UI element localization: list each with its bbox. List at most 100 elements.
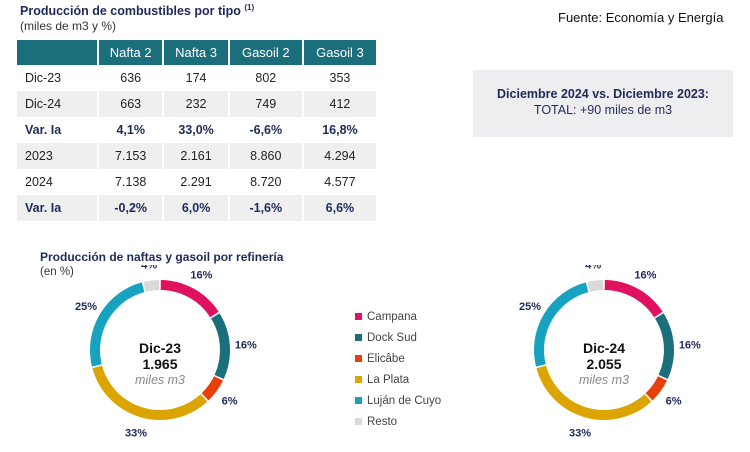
- table-row: 2023 7.153 2.161 8.860 4.294: [17, 143, 376, 169]
- table-row: Dic-24 663 232 749 412: [17, 91, 376, 117]
- legend-label: Luján de Cuyo: [367, 394, 442, 407]
- table-cell: 232: [164, 91, 228, 117]
- donut-segment-elic-be: [201, 376, 223, 401]
- summary-total: TOTAL: +90 miles de m3: [533, 103, 673, 117]
- table-cell: 6,0%: [164, 195, 228, 221]
- legend-item: Resto: [355, 411, 441, 432]
- data-label: 6%: [222, 396, 238, 408]
- table-cell: 636: [120, 71, 142, 85]
- table-cell: 353: [329, 71, 351, 85]
- table-cell: 16,8%: [322, 123, 358, 137]
- data-label: 25%: [75, 301, 97, 313]
- data-label: 4%: [585, 265, 601, 272]
- legend-item: Luján de Cuyo: [355, 390, 441, 411]
- donut-segment-la-plata: [92, 365, 208, 420]
- table-cell: 4.577: [324, 175, 356, 189]
- legend-swatch: [355, 397, 362, 404]
- legend-label: Campana: [367, 310, 417, 323]
- legend-label: Elicâbe: [367, 352, 405, 365]
- title-text: Producción de combustibles por tipo: [20, 4, 241, 19]
- data-label: 16%: [679, 340, 701, 352]
- data-label: 25%: [519, 301, 541, 313]
- table-cell: 8.860: [229, 143, 302, 169]
- summary-box: Diciembre 2024 vs. Diciembre 2023: TOTAL…: [473, 70, 733, 137]
- center-label: Dic-23: [138, 340, 182, 356]
- row-label: 2024: [25, 175, 53, 189]
- table-row: 2024 7.138 2.291 8.720 4.577: [17, 169, 376, 195]
- footnote: (1): [244, 3, 255, 12]
- legend-label: Dock Sud: [367, 331, 417, 344]
- donut-segment-la-plata: [536, 365, 652, 420]
- table-cell: 4.294: [303, 143, 376, 169]
- donut-chart-dic-24: 16% 16% 6% 33% 25% 4%: [519, 265, 701, 440]
- row-label: Dic-23: [25, 71, 62, 85]
- legend-swatch: [355, 355, 362, 362]
- data-label: 16%: [634, 270, 656, 282]
- data-label: 4%: [141, 265, 157, 272]
- table-cell: -0,2%: [99, 195, 163, 221]
- summary-heading: Diciembre 2024 vs. Diciembre 2023:: [497, 87, 709, 101]
- legend-swatch: [355, 376, 362, 383]
- column-header: Gasoil 3: [303, 40, 376, 65]
- row-label: Var. Ia: [17, 195, 97, 221]
- donut-center-dic-24: Dic-24 2.055 miles m3: [554, 340, 654, 388]
- column-header: Nafta 2: [99, 40, 163, 65]
- row-label: Var. Ia: [25, 123, 62, 137]
- donut-chart-dic-23: 16% 16% 6% 33% 25% 4%: [75, 265, 257, 440]
- donut-segment-dock-sud: [210, 313, 230, 380]
- fuel-production-table: Nafta 2 Nafta 3 Gasoil 2 Gasoil 3 Dic-23…: [15, 40, 378, 221]
- table-cell: -1,6%: [229, 195, 302, 221]
- center-label: Dic-24: [582, 340, 626, 356]
- table-cell: 7.153: [99, 143, 163, 169]
- donut-segment-campana: [604, 280, 663, 318]
- donut-segment-elic-be: [645, 376, 667, 401]
- chart-title: Producción de naftas y gasoil por refine…: [40, 250, 284, 264]
- legend-item: Dock Sud: [355, 327, 441, 348]
- legend-swatch: [355, 334, 362, 341]
- table-cell: 412: [303, 91, 376, 117]
- table-subtitle: (miles de m3 y %): [20, 19, 117, 33]
- table-cell: 7.138: [115, 175, 147, 189]
- table-cell: 33,0%: [178, 123, 214, 137]
- table-cell: 2.161: [164, 143, 228, 169]
- table-cell: 8.720: [250, 175, 282, 189]
- legend-label: Resto: [367, 415, 398, 428]
- legend-swatch: [355, 418, 362, 425]
- table-row: Dic-23 636 174 802 353: [17, 65, 376, 91]
- data-label: 16%: [190, 270, 212, 282]
- table-cell: 663: [99, 91, 163, 117]
- table-cell: 802: [255, 71, 277, 85]
- column-header: Gasoil 2: [229, 40, 302, 65]
- donut-segment-campana: [160, 280, 219, 318]
- chart-legend: Campana Dock Sud Elicâbe La Plata Luján de C…: [355, 306, 441, 432]
- donut-segment-resto: [143, 280, 160, 292]
- row-label: Dic-24: [17, 91, 97, 117]
- source-note: Fuente: Economía y Energía: [558, 10, 724, 25]
- donut-segment-luj-n-de-cuyo: [90, 282, 145, 367]
- donut-center-dic-23: Dic-23 1.965 miles m3: [110, 340, 210, 388]
- center-value: 2.055: [586, 356, 622, 372]
- table-row: Var. Ia 4,1% 33,0% -6,6% 16,8%: [17, 117, 376, 143]
- legend-item: Elicâbe: [355, 348, 441, 369]
- column-header: Nafta 3: [164, 40, 228, 65]
- donut-segment-resto: [587, 280, 604, 292]
- donut-segment-luj-n-de-cuyo: [534, 282, 589, 367]
- table-cell: -6,6%: [249, 123, 283, 137]
- data-label: 33%: [569, 428, 591, 440]
- table-cell: 749: [229, 91, 302, 117]
- row-label: 2023: [17, 143, 97, 169]
- donut-segment-dock-sud: [654, 313, 674, 380]
- table-cell: 6,6%: [303, 195, 376, 221]
- legend-swatch: [355, 313, 362, 320]
- data-label: 6%: [666, 396, 682, 408]
- center-unit: miles m3: [134, 373, 185, 387]
- center-value: 1.965: [142, 356, 178, 372]
- data-label: 33%: [125, 428, 147, 440]
- data-label: 16%: [235, 340, 257, 352]
- table-cell: 2.291: [180, 175, 212, 189]
- legend-label: La Plata: [367, 373, 410, 386]
- center-unit: miles m3: [578, 373, 629, 387]
- legend-item: La Plata: [355, 369, 441, 390]
- table-header-row: Nafta 2 Nafta 3 Gasoil 2 Gasoil 3: [17, 40, 376, 65]
- table-title: Producción de combustibles por tipo (1): [20, 3, 254, 18]
